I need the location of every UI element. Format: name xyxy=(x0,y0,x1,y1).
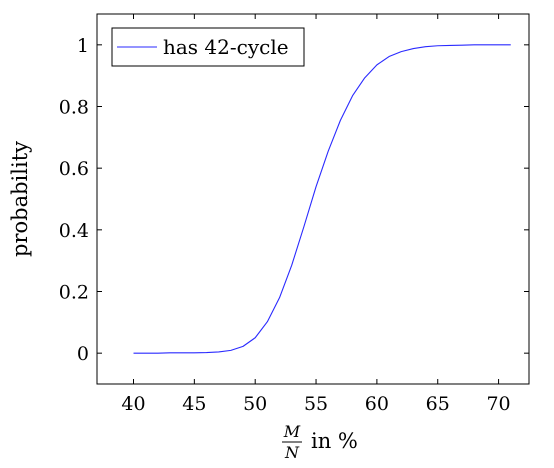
legend-label: has 42-cycle xyxy=(163,35,289,59)
legend: has 42-cycle xyxy=(111,27,305,67)
x-label-suffix: in % xyxy=(311,429,358,453)
x-tick-label: 60 xyxy=(365,393,389,415)
y-tick-label: 0.2 xyxy=(59,282,89,304)
x-tick-label: 40 xyxy=(121,393,145,415)
series-line-1 xyxy=(133,44,511,354)
ticks-layer: 40 45 50 55 60 65 70 0 0.2 0.4 0.6 0.8 1 xyxy=(59,14,529,415)
x-tick-label: 45 xyxy=(182,393,206,415)
x-tick-label: 50 xyxy=(243,393,267,415)
y-tick-label: 0.6 xyxy=(59,158,89,180)
x-tick-label: 70 xyxy=(486,393,510,415)
x-tick-label: 65 xyxy=(426,393,450,415)
x-label-denominator: N xyxy=(284,443,300,462)
x-axis-label: M N in % xyxy=(282,422,358,462)
y-tick-label: 1 xyxy=(77,35,89,57)
x-label-numerator: M xyxy=(283,422,301,441)
y-tick-label: 0 xyxy=(77,343,89,365)
y-tick-label: 0.8 xyxy=(59,97,89,119)
y-axis-label: probability xyxy=(8,141,32,257)
plot-frame xyxy=(96,13,530,385)
x-tick-label: 55 xyxy=(304,393,328,415)
series-layer xyxy=(133,44,511,354)
y-tick-label: 0.4 xyxy=(59,220,89,242)
